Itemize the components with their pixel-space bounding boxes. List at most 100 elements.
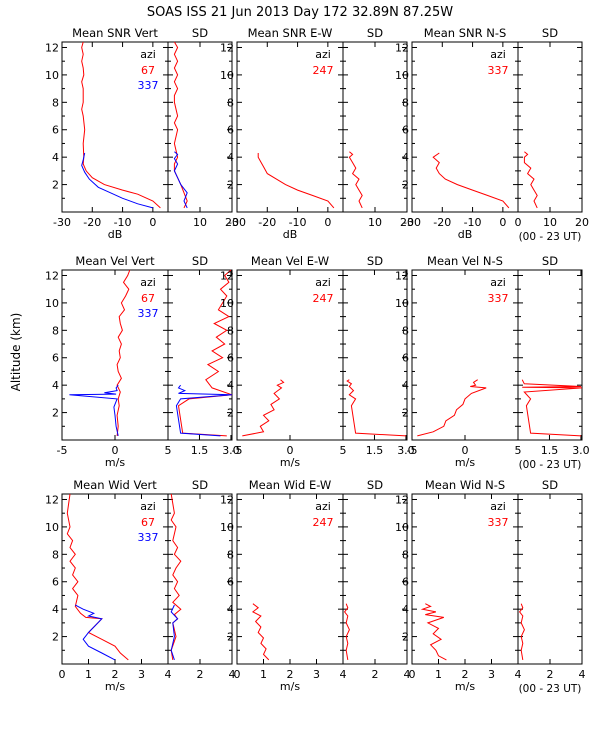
series-line-337 bbox=[173, 151, 188, 209]
series-line-337 bbox=[523, 151, 538, 209]
x-tick-label: 0 bbox=[409, 668, 416, 681]
panel-2-3: SD 2 4 bbox=[342, 478, 411, 681]
x-axis-label: dB bbox=[458, 228, 473, 241]
y-tick-label: 12 bbox=[395, 269, 409, 282]
legend-entry: 337 bbox=[138, 531, 159, 544]
y-tick-label: 2 bbox=[402, 407, 409, 420]
x-tick-label: 20 bbox=[400, 216, 414, 229]
series-line-67 bbox=[173, 41, 188, 209]
series-line-247 bbox=[346, 379, 407, 437]
y-tick-label: 8 bbox=[227, 548, 234, 561]
panel-1-4: Mean Vel N-S 2 4 6 8 10 12 -5 0 5 m/s azi 337 bbox=[395, 254, 522, 469]
x-tick-label: -30 bbox=[228, 216, 246, 229]
series-line-247 bbox=[343, 603, 350, 660]
y-tick-label: 6 bbox=[402, 576, 409, 589]
panel-frame bbox=[517, 41, 583, 213]
time-note: (00 - 23 UT) bbox=[519, 231, 582, 243]
x-tick-label: 3.0 bbox=[572, 444, 590, 457]
y-tick-label: 2 bbox=[52, 179, 59, 192]
y-tick-label: 10 bbox=[220, 297, 234, 310]
x-tick-label: 2 bbox=[372, 668, 379, 681]
legend-header: azi bbox=[490, 276, 506, 289]
x-axis-label: m/s bbox=[455, 680, 475, 693]
panel-frame bbox=[517, 269, 583, 441]
x-tick-label: 2 bbox=[287, 668, 294, 681]
y-tick-label: 10 bbox=[220, 521, 234, 534]
y-tick-label: 4 bbox=[402, 379, 409, 392]
y-axis-label: Altitude (km) bbox=[9, 313, 23, 392]
x-tick-label: 4 bbox=[515, 668, 522, 681]
series-line-337 bbox=[75, 604, 116, 661]
x-tick-label: 0 bbox=[462, 444, 469, 457]
panel-title: Mean Vel E-W bbox=[251, 254, 329, 268]
y-tick-label: 2 bbox=[52, 631, 59, 644]
panel-0-1: SD 10 20 bbox=[167, 26, 239, 229]
x-tick-label: -20 bbox=[433, 216, 451, 229]
x-tick-label: 1.5 bbox=[541, 444, 559, 457]
panel-title: Mean Wid Vert bbox=[73, 478, 157, 492]
panel-title: Mean Wid E-W bbox=[249, 478, 332, 492]
x-tick-label: 10 bbox=[193, 216, 207, 229]
x-tick-label: 2 bbox=[112, 668, 119, 681]
panel-frame bbox=[167, 269, 233, 441]
y-tick-label: 12 bbox=[395, 41, 409, 54]
series-line-337 bbox=[81, 152, 154, 209]
legend-header: azi bbox=[490, 48, 506, 61]
legend-entry: 247 bbox=[313, 64, 334, 77]
x-tick-label: -20 bbox=[258, 216, 276, 229]
x-tick-label: 3 bbox=[488, 668, 495, 681]
y-tick-label: 2 bbox=[52, 407, 59, 420]
panel-title: SD bbox=[367, 26, 383, 40]
y-tick-label: 10 bbox=[395, 297, 409, 310]
y-tick-label: 4 bbox=[52, 151, 59, 164]
x-tick-label: 1.5 bbox=[191, 444, 209, 457]
x-tick-label: 4 bbox=[340, 668, 347, 681]
legend-entry: 247 bbox=[313, 292, 334, 305]
x-tick-label: -10 bbox=[114, 216, 132, 229]
series-line-67 bbox=[177, 269, 233, 437]
x-tick-label: 4 bbox=[229, 668, 236, 681]
x-tick-label: 1 bbox=[85, 668, 92, 681]
y-tick-label: 4 bbox=[52, 379, 59, 392]
x-tick-label: -30 bbox=[53, 216, 71, 229]
panel-title: Mean SNR Vert bbox=[72, 26, 158, 40]
panel-title: Mean Vel Vert bbox=[75, 254, 155, 268]
x-axis-label: m/s bbox=[105, 680, 125, 693]
x-tick-label: 3 bbox=[138, 668, 145, 681]
y-tick-label: 4 bbox=[402, 151, 409, 164]
legend-header: azi bbox=[315, 48, 331, 61]
y-tick-label: 8 bbox=[227, 324, 234, 337]
y-tick-label: 2 bbox=[227, 179, 234, 192]
legend-header: azi bbox=[140, 48, 156, 61]
time-note: (00 - 23 UT) bbox=[519, 459, 582, 471]
x-tick-label: 1 bbox=[260, 668, 267, 681]
y-tick-label: 4 bbox=[52, 603, 59, 616]
y-tick-label: 10 bbox=[395, 69, 409, 82]
y-tick-label: 4 bbox=[402, 603, 409, 616]
y-tick-label: 12 bbox=[395, 493, 409, 506]
x-axis-label: m/s bbox=[455, 456, 475, 469]
x-tick-label: 10 bbox=[368, 216, 382, 229]
panel-title: SD bbox=[542, 254, 558, 268]
legend-entry: 67 bbox=[141, 64, 155, 77]
x-tick-label: 0 bbox=[59, 668, 66, 681]
legend-entry: 337 bbox=[138, 79, 159, 92]
panel-frame bbox=[517, 493, 583, 665]
y-tick-label: 12 bbox=[45, 41, 59, 54]
legend-header: azi bbox=[315, 500, 331, 513]
y-tick-label: 4 bbox=[227, 151, 234, 164]
x-tick-label: 4 bbox=[165, 668, 172, 681]
x-tick-label: 5 bbox=[340, 444, 347, 457]
series-line-337 bbox=[432, 152, 510, 209]
series-line-337 bbox=[175, 384, 233, 437]
panel-1-3: SD 1.5 3.0 bbox=[342, 254, 415, 457]
y-tick-label: 10 bbox=[45, 69, 59, 82]
legend-header: azi bbox=[140, 500, 156, 513]
x-tick-label: -10 bbox=[464, 216, 482, 229]
panel-title: SD bbox=[192, 478, 208, 492]
y-tick-label: 6 bbox=[52, 124, 59, 137]
panel-title: SD bbox=[367, 254, 383, 268]
x-tick-label: 3.0 bbox=[222, 444, 240, 457]
